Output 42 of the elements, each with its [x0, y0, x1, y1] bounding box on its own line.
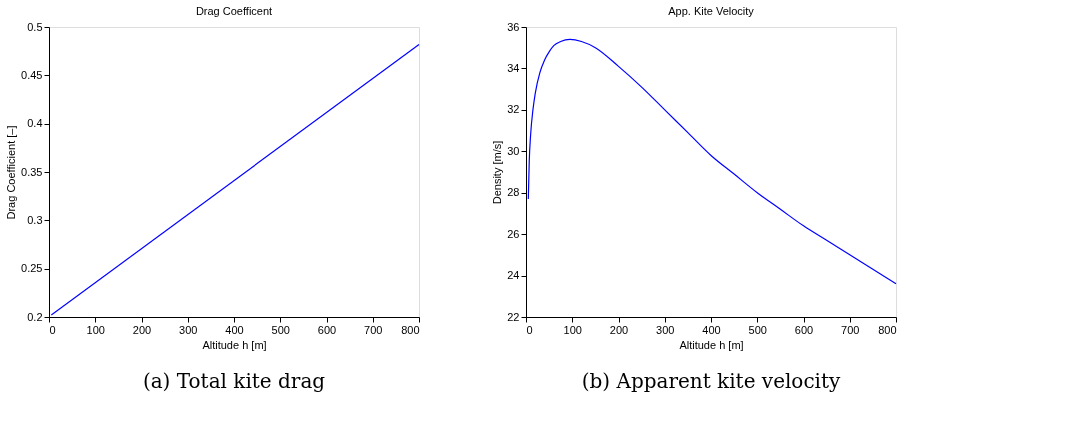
x-tick-label: 200: [132, 323, 152, 336]
text: (a) Total kite drag: [142, 369, 326, 393]
y-tick-label: 24: [507, 269, 520, 282]
x-tick-label: 600: [794, 323, 814, 336]
x-tick-label: 800: [878, 323, 897, 336]
x-tick-label: 300: [179, 323, 198, 336]
y-tick-label: 32: [507, 103, 520, 116]
y-tick-label: 36: [507, 20, 520, 33]
text: (b) Apparent kite velocity: [581, 369, 842, 393]
y-tick-label: 0.5: [27, 20, 43, 33]
x-tick-label: 0: [49, 323, 56, 336]
y-tick-label: 0.45: [21, 68, 43, 81]
x-tick-label: 300: [656, 323, 675, 336]
x-tick-label: 500: [748, 323, 767, 336]
y-axis-title: Density [m/s]: [491, 140, 504, 205]
y-tick-label: 26: [507, 227, 520, 240]
y-axis-title: Drag Coefficient [–]: [5, 125, 18, 220]
x-axis-title: Altitude h [m]: [202, 338, 267, 351]
x-tick-label: 100: [563, 323, 582, 336]
x-tick-label: 200: [609, 323, 629, 336]
y-tick-label: 0.25: [21, 262, 43, 275]
x-tick-label: 700: [841, 323, 860, 336]
x-tick-label: 100: [86, 323, 105, 336]
y-tick-label: 0.2: [27, 310, 43, 323]
x-tick-label: 500: [271, 323, 290, 336]
y-tick-label: 28: [507, 186, 520, 199]
y-tick-label: 0.4: [27, 117, 43, 130]
y-tick-label: 30: [507, 144, 520, 157]
x-tick-label: 400: [702, 323, 721, 336]
x-tick-label: 0: [526, 323, 533, 336]
chart-title: Drag Coefficent: [195, 5, 273, 17]
x-axis-title: Altitude h [m]: [679, 338, 744, 351]
x-tick-label: 600: [317, 323, 337, 336]
y-tick-label: 0.3: [27, 213, 43, 226]
y-tick-label: 22: [507, 310, 520, 323]
x-tick-label: 400: [225, 323, 244, 336]
y-tick-label: 34: [507, 61, 520, 74]
y-tick-label: 0.35: [21, 165, 43, 178]
x-tick-label: 700: [364, 323, 383, 336]
chart-title: App. Kite Velocity: [668, 5, 755, 17]
line-series: [527, 38, 897, 285]
x-tick-label: 800: [401, 323, 420, 336]
